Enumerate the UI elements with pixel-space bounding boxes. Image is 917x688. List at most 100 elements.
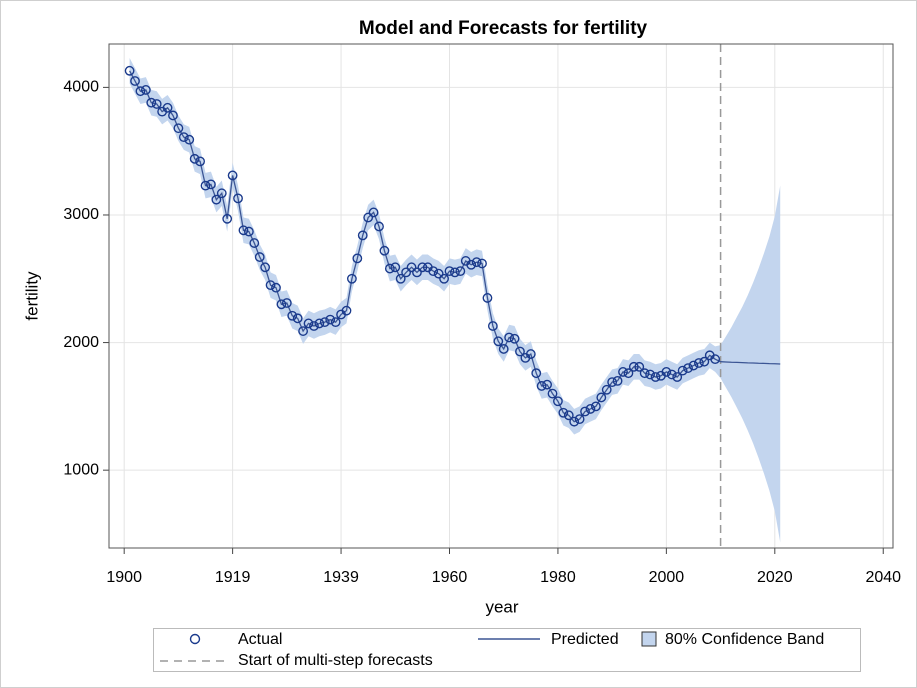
actual-marker — [525, 349, 536, 359]
actual-marker — [309, 321, 319, 331]
x-tick-label: 1919 — [215, 569, 251, 586]
actual-marker — [498, 344, 509, 354]
actual-marker — [243, 226, 254, 237]
actual-marker — [184, 134, 195, 145]
actual-marker — [265, 280, 276, 291]
actual-marker — [639, 368, 650, 379]
actual-marker — [547, 388, 558, 399]
actual-marker — [412, 267, 422, 278]
actual-marker — [439, 273, 449, 284]
actual-marker — [130, 76, 140, 86]
actual-marker — [623, 368, 634, 379]
actual-marker — [287, 310, 298, 321]
actual-marker — [379, 245, 390, 256]
x-tick-label: 2020 — [757, 569, 793, 586]
actual-marker — [140, 85, 151, 95]
actual-marker — [569, 416, 580, 427]
actual-marker — [558, 407, 569, 418]
actual-marker — [477, 258, 487, 269]
actual-marker — [618, 367, 628, 377]
actual-marker — [151, 99, 162, 109]
actual-marker — [612, 375, 623, 386]
actual-marker — [363, 212, 374, 223]
legend-label: Predicted — [551, 631, 619, 648]
actual-marker — [406, 262, 417, 273]
actual-marker — [368, 207, 379, 218]
actual-marker — [238, 225, 249, 236]
x-tick-label: 2000 — [649, 569, 685, 586]
actual-marker — [433, 268, 444, 279]
actual-marker — [357, 230, 368, 241]
actual-marker — [672, 372, 683, 382]
actual-marker — [330, 317, 341, 328]
actual-marker — [471, 257, 482, 268]
legend-label: 80% Confidence Band — [665, 631, 824, 648]
actual-marker — [390, 262, 401, 273]
actual-marker — [428, 266, 439, 277]
actual-marker — [292, 313, 303, 324]
y-tick-label: 1000 — [63, 461, 99, 478]
x-tick-label: 1980 — [540, 569, 576, 586]
actual-marker — [178, 132, 189, 143]
actual-marker — [189, 153, 200, 164]
actual-marker — [195, 156, 205, 167]
actual-marker — [384, 263, 395, 274]
actual-marker — [249, 238, 260, 248]
actual-marker — [455, 266, 466, 277]
actual-marker — [227, 170, 238, 181]
actual-marker — [374, 221, 384, 232]
actual-marker — [515, 346, 525, 357]
legend-swatch — [641, 631, 657, 647]
actual-marker — [509, 333, 520, 344]
x-tick-label: 1900 — [106, 569, 142, 586]
legend-label: Actual — [238, 631, 282, 648]
actual-marker — [417, 262, 428, 273]
actual-marker — [401, 267, 412, 278]
actual-marker — [650, 372, 661, 382]
actual-marker — [487, 321, 498, 331]
actual-marker — [395, 273, 406, 284]
actual-marker — [346, 273, 357, 284]
actual-marker — [677, 365, 688, 376]
actual-marker — [444, 266, 455, 277]
actual-marker — [146, 97, 157, 108]
actual-marker — [666, 369, 677, 380]
actual-marker — [466, 259, 477, 270]
actual-marker — [683, 363, 693, 373]
x-tick-label: 1939 — [323, 569, 359, 586]
legend-marker — [189, 633, 201, 645]
actual-marker — [482, 293, 493, 303]
y-tick-label: 2000 — [63, 334, 99, 351]
actual-marker — [168, 110, 178, 121]
actual-marker — [173, 123, 184, 134]
actual-marker — [303, 318, 314, 329]
actual-marker — [536, 381, 547, 391]
actual-marker — [276, 299, 287, 310]
actual-marker — [553, 396, 563, 407]
actual-marker — [688, 360, 699, 371]
actual-marker — [450, 267, 460, 278]
legend-label: Start of multi-step forecasts — [238, 652, 433, 669]
y-tick-label: 3000 — [63, 206, 99, 223]
actual-marker — [314, 318, 325, 329]
actual-marker — [222, 213, 233, 224]
actual-marker — [216, 188, 227, 199]
x-tick-label: 1960 — [432, 569, 468, 586]
actual-marker — [542, 379, 552, 390]
actual-marker — [607, 377, 618, 388]
actual-marker — [352, 253, 363, 264]
x-axis-label: year — [485, 597, 518, 616]
actual-marker — [233, 193, 243, 204]
actual-marker — [493, 336, 504, 347]
actual-marker — [254, 252, 265, 262]
actual-marker — [206, 179, 216, 190]
actual-marker — [590, 401, 601, 412]
actual-marker — [596, 392, 607, 403]
actual-marker — [341, 305, 352, 316]
actual-marker — [634, 361, 645, 372]
x-tick-label: 2040 — [865, 569, 901, 586]
actual-marker — [135, 86, 146, 97]
actual-marker — [319, 317, 330, 328]
actual-marker — [211, 194, 222, 205]
